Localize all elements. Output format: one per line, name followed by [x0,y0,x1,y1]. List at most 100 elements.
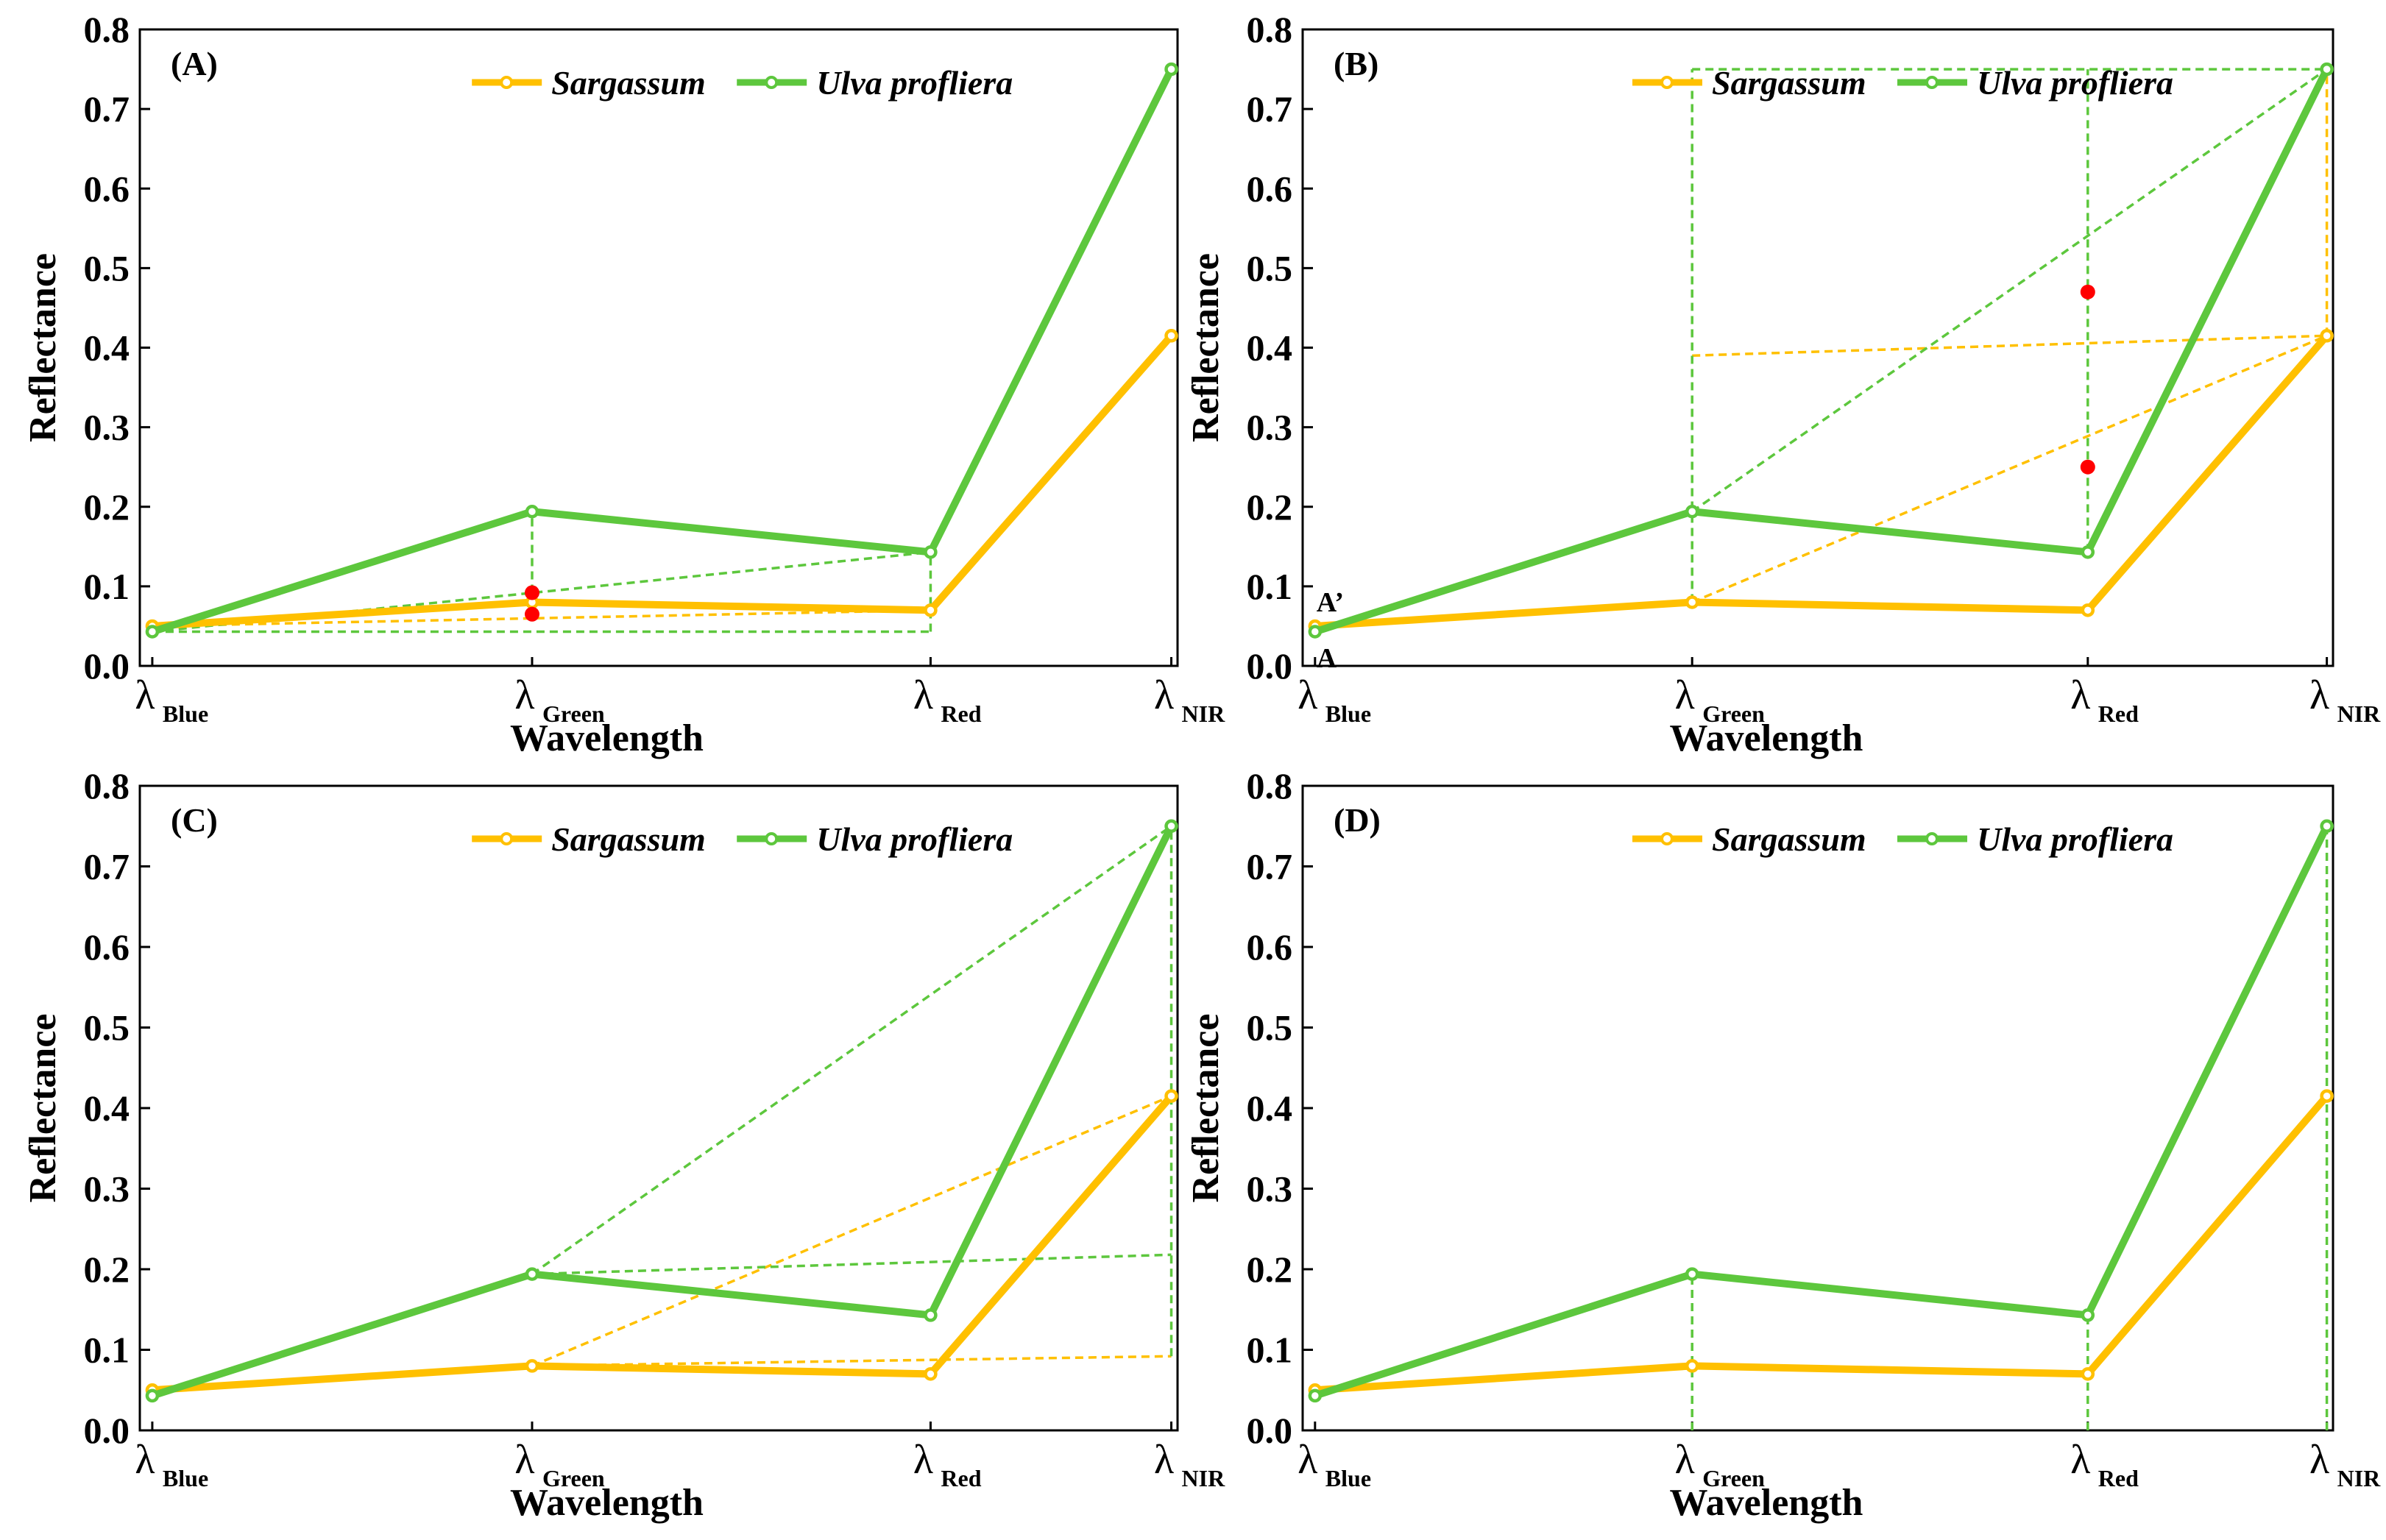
point-annotation: A [1317,643,1337,674]
y-tick-label: 0.6 [1247,926,1293,968]
intersection-marker [524,606,539,622]
data-point-ulva [2081,1308,2095,1322]
y-tick-label: 0.0 [1247,1410,1293,1451]
x-tick-subscript: NIR [2337,1465,2382,1491]
panel-A: 0.00.10.20.30.40.50.60.70.8λ Blue λ Green λ R… [22,9,1225,759]
series-line-sargassum [1314,333,2330,630]
data-point-ulva [1164,819,1178,833]
y-tick-label: 0.6 [84,168,130,209]
x-tick-label: λ [1675,673,1695,718]
legend-label-sargassum: Sargassum [551,64,706,102]
x-tick-label: λ [1298,1437,1317,1483]
y-tick-label: 0.8 [84,9,130,50]
y-tick-label: 0.8 [84,765,130,806]
x-tick-label: λ [135,673,155,718]
data-point-ulva [525,504,539,519]
guide-line [1691,334,2328,604]
x-tick-subscript: Blue [163,1465,208,1491]
series-line-sargassum [1314,1093,2330,1394]
x-tick-subscript: Red [941,700,981,727]
x-axis-title: Wavelength [510,1482,704,1524]
panel-label: (D) [1334,801,1381,839]
y-tick-label: 0.8 [1247,9,1293,50]
data-point-ulva [145,625,160,639]
panel-label: (C) [171,801,218,839]
panel-D: 0.00.10.20.30.40.50.60.70.8λ Blue λ Green λ R… [1185,765,2381,1524]
data-point-sargassum [2320,329,2334,343]
legend-marker-ulva [765,76,779,89]
data-point-ulva [1685,504,1699,519]
panel-label: (B) [1334,45,1378,82]
intersection-marker [2080,459,2095,475]
intersection-marker [524,585,539,600]
x-tick-subscript: Green [1702,1465,1765,1491]
x-tick-label: λ [514,1437,534,1483]
panel-B: 0.00.10.20.30.40.50.60.70.8λ Blue λ Green λ R… [1185,9,2381,759]
x-tick-label: λ [913,673,933,718]
legend-marker-sargassum [1660,832,1674,845]
data-point-sargassum [924,603,938,617]
data-point-ulva [924,545,938,559]
legend-marker-sargassum [500,832,514,845]
plot-frame [138,28,1179,667]
data-point-ulva [1308,1388,1323,1403]
series-line-ulva [1314,67,2331,636]
series-line-sargassum [152,333,1175,630]
x-tick-subscript: NIR [1182,700,1226,727]
series-line-ulva [151,67,1175,636]
y-tick-label: 0.2 [1247,486,1293,528]
x-tick-label: λ [2070,673,2090,718]
x-axis-title: Wavelength [1670,717,1863,759]
x-tick-label: λ [913,1437,933,1483]
legend: Sargassum Ulva profliera [472,64,1013,102]
legend: Sargassum Ulva profliera [472,820,1013,858]
x-tick-subscript: Blue [1325,700,1371,727]
data-point-sargassum [1685,1359,1699,1373]
legend-label-sargassum: Sargassum [1712,64,1866,102]
data-point-ulva [924,1308,938,1322]
y-tick-label: 0.0 [84,1410,130,1451]
x-tick-label: λ [1298,673,1317,718]
data-point-ulva [2081,545,2095,559]
guide-line [152,608,931,628]
series-line-ulva [1314,824,2331,1399]
point-annotation: A’ [1317,587,1344,618]
y-tick-label: 0.3 [84,1168,130,1210]
legend-label-ulva: Ulva profliera [1977,64,2173,102]
data-point-sargassum [2320,1089,2334,1103]
legend-marker-sargassum [500,76,514,89]
x-tick-label: λ [2309,673,2329,718]
x-tick-subscript: NIR [2337,700,2382,727]
y-tick-label: 0.5 [84,247,130,288]
data-point-sargassum [2081,1367,2095,1381]
y-tick-label: 0.7 [84,846,130,887]
y-tick-label: 0.1 [84,1330,130,1371]
x-axis-title: Wavelength [510,717,704,759]
series-line-sargassum [152,1093,1175,1394]
y-tick-label: 0.2 [1247,1249,1293,1290]
x-tick-label: λ [1154,1437,1174,1483]
legend: Sargassum Ulva profliera [1632,820,2173,858]
intersection-marker [2080,284,2095,299]
x-tick-subscript: Green [542,1465,605,1491]
x-tick-subscript: Blue [163,700,208,727]
data-point-ulva [1308,625,1323,639]
x-tick-subscript: Blue [1325,1465,1371,1491]
y-tick-label: 0.6 [84,926,130,968]
y-tick-label: 0.5 [1247,247,1293,288]
legend-label-ulva: Ulva profliera [1977,820,2173,858]
data-point-sargassum [525,1359,539,1373]
y-tick-label: 0.5 [84,1007,130,1048]
legend-marker-ulva [1925,832,1939,845]
x-tick-label: λ [2070,1437,2090,1483]
guide-line [152,550,931,634]
y-tick-label: 0.4 [1247,1087,1293,1129]
x-tick-subscript: Red [941,1465,981,1491]
y-tick-label: 0.4 [1247,327,1293,369]
data-point-ulva [2320,819,2334,833]
x-tick-label: λ [135,1437,155,1483]
legend-marker-sargassum [1660,76,1674,89]
data-point-sargassum [924,1367,938,1381]
y-tick-label: 0.4 [84,1087,130,1129]
x-tick-subscript: NIR [1182,1465,1226,1491]
